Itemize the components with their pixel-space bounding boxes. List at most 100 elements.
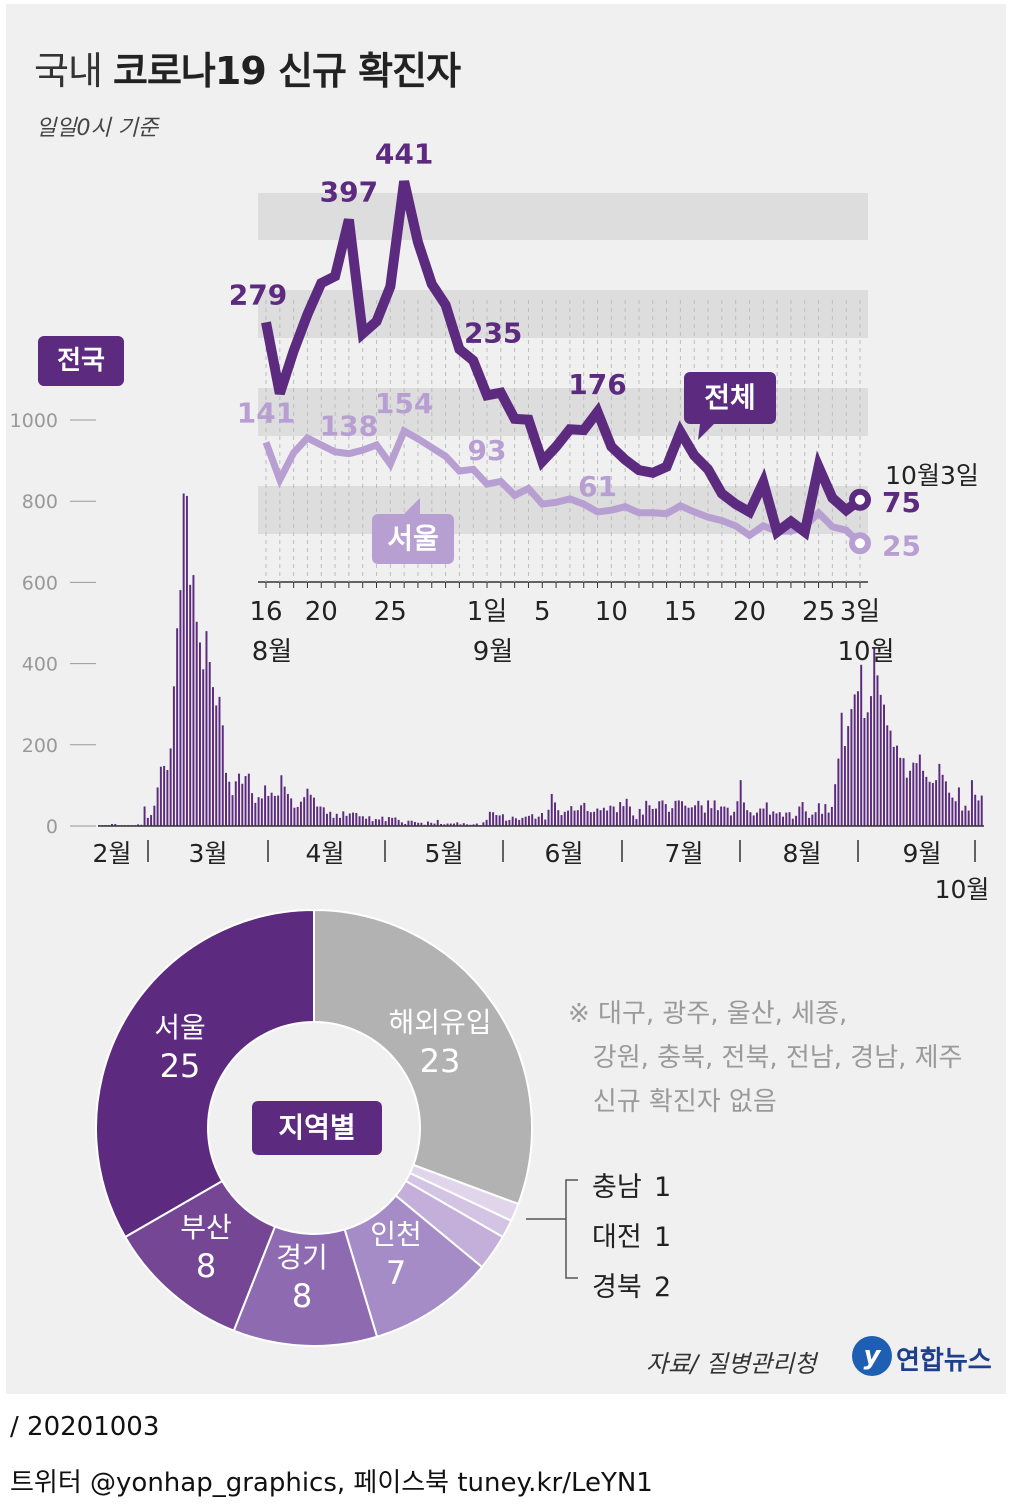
daily-bar <box>840 712 843 826</box>
daily-bar <box>736 801 739 826</box>
month-tick-label: 8월 <box>252 637 292 667</box>
yonhap-logo-text: 연합뉴스 <box>896 1346 992 1376</box>
daily-bar <box>589 812 592 826</box>
daily-bar <box>205 631 208 826</box>
daily-bar <box>720 806 723 826</box>
daily-bar <box>449 823 452 826</box>
value-label: 154 <box>375 387 433 420</box>
daily-bar <box>352 812 355 826</box>
daily-bar <box>811 814 814 826</box>
daily-bar <box>742 802 745 826</box>
daily-bar <box>684 805 687 826</box>
daily-bar <box>645 800 648 826</box>
slice-name-label: 경기 <box>276 1241 328 1274</box>
daily-bar <box>394 817 397 826</box>
value-label: 176 <box>568 368 626 401</box>
daily-bar <box>700 805 703 826</box>
daily-bar <box>593 811 596 826</box>
daily-bar <box>550 793 553 826</box>
daily-bar <box>234 781 237 826</box>
daily-bar <box>795 815 798 826</box>
daily-bar <box>283 786 286 826</box>
daily-bar <box>961 810 964 826</box>
daily-bar <box>580 805 583 826</box>
day-tick-label: 16 <box>249 597 282 627</box>
value-label: 279 <box>229 278 287 311</box>
daily-bar <box>342 811 345 826</box>
daily-bar <box>896 745 899 826</box>
daily-bar <box>446 823 449 826</box>
total-series-badge: 전체 <box>684 372 776 424</box>
month-label: 4월 <box>306 839 345 868</box>
daily-bar <box>775 813 778 826</box>
daily-bar <box>814 812 817 826</box>
daily-bar <box>873 646 876 826</box>
daily-bar <box>299 801 302 826</box>
daily-bar <box>189 584 192 826</box>
daily-bar <box>547 809 550 826</box>
subtitle: 일일0시 기준 <box>36 116 159 141</box>
daily-bar <box>772 811 775 826</box>
daily-bar <box>179 590 182 826</box>
daily-bar <box>941 774 944 826</box>
daily-bar <box>488 811 491 826</box>
daily-bar <box>729 815 732 826</box>
page-title: 국내 코로나19 신규 확진자 <box>34 40 461 95</box>
donut-slice <box>313 908 533 1206</box>
daily-bar <box>661 800 664 826</box>
month-label: 10월 <box>935 875 990 904</box>
daily-bar <box>312 797 315 826</box>
daily-bar <box>606 810 609 826</box>
slice-value-label: 8 <box>196 1247 216 1285</box>
daily-bar <box>762 808 765 826</box>
daily-bar <box>358 816 361 826</box>
slice-value-label: 8 <box>292 1277 312 1315</box>
daily-bar <box>876 675 879 826</box>
daily-bar <box>293 807 296 826</box>
day-tick-label: 5 <box>534 597 551 627</box>
daily-bar <box>355 813 358 826</box>
daily-bar <box>505 820 508 826</box>
daily-bar <box>453 823 456 826</box>
daily-bar <box>655 808 657 826</box>
daily-bar <box>622 806 625 826</box>
daily-bar <box>426 821 429 826</box>
daily-bar <box>853 694 856 826</box>
month-tick-label: 10월 <box>837 637 894 667</box>
daily-bar <box>202 669 205 826</box>
publish-date: / 20201003 <box>10 1412 160 1442</box>
y-tick-label: 600 <box>22 572 58 594</box>
daily-bar <box>400 822 403 826</box>
value-label: 75 <box>882 486 921 519</box>
daily-bar <box>114 823 117 826</box>
daily-bar <box>619 802 622 826</box>
daily-bar <box>462 823 465 826</box>
daily-bar <box>436 819 439 826</box>
value-label: 138 <box>320 410 378 443</box>
daily-bar <box>860 664 863 826</box>
daily-bar <box>707 800 710 826</box>
daily-bar <box>710 808 713 826</box>
y-tick-label: 200 <box>22 735 58 757</box>
slice-name-label: 인천 <box>370 1218 422 1251</box>
daily-bar <box>348 813 351 826</box>
slice-value-label: 23 <box>420 1042 461 1080</box>
daily-bar <box>847 726 850 826</box>
donut-slice <box>95 908 315 1239</box>
daily-bar <box>879 694 882 826</box>
daily-bar <box>664 804 667 826</box>
daily-bar <box>918 754 921 826</box>
title-light-part: 국내 <box>34 49 103 93</box>
daily-bar <box>137 824 140 826</box>
daily-bar <box>303 797 306 826</box>
legend-bracket <box>565 1179 578 1279</box>
daily-bar <box>801 802 804 826</box>
daily-bar <box>912 762 915 826</box>
daily-bar <box>586 810 589 826</box>
day-tick-label: 20 <box>305 597 338 627</box>
daily-bar <box>830 806 833 826</box>
daily-bar <box>459 824 462 826</box>
value-label: 61 <box>578 470 617 503</box>
